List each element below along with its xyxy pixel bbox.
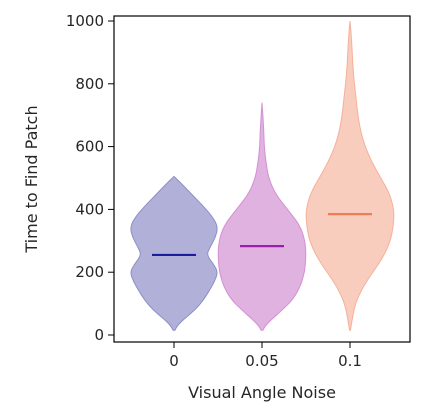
median-group <box>152 213 372 257</box>
y-tick-label: 1000 <box>66 12 104 30</box>
y-tick-label: 600 <box>75 138 104 156</box>
y-axis: 0 200 400 600 800 1000 <box>66 12 114 344</box>
violin-0.1 <box>305 20 395 331</box>
x-tick-label: 0.1 <box>338 352 362 370</box>
y-tick-label: 800 <box>75 75 104 93</box>
x-axis: 0 0.05 0.1 <box>169 342 362 370</box>
violin-0.05 <box>217 102 307 331</box>
x-axis-title: Visual Angle Noise <box>188 383 336 402</box>
violin-0 <box>130 175 218 331</box>
violin-group <box>130 20 395 331</box>
y-tick-label: 400 <box>75 200 104 218</box>
x-tick-label: 0 <box>169 352 179 370</box>
y-axis-title: Time to Find Patch <box>22 105 41 253</box>
x-tick-label: 0.05 <box>245 352 278 370</box>
y-tick-label: 200 <box>75 263 104 281</box>
y-tick-label: 0 <box>94 326 104 344</box>
